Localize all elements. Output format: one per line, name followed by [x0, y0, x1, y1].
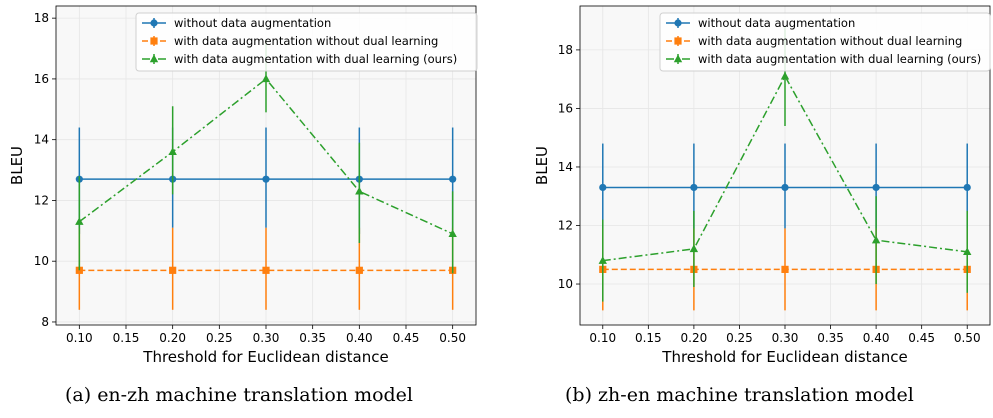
chart-panel-a: 0.10 0.15 0.20 0.25 0.30 0.35 0.40 0.45 0.50 8 10 1…: [8, 5, 478, 366]
legend-marker: [149, 54, 159, 63]
caption-b: (b) zh-en machine translation model: [565, 384, 914, 406]
y-tick-label: 12: [34, 193, 49, 207]
y-tick-label: 12: [558, 218, 573, 232]
chart-panel-b: 0.10 0.15 0.20 0.25 0.30 0.35 0.40 0.45 0.50 10 12…: [533, 5, 991, 366]
data-point: [872, 183, 880, 192]
legend-label: with data augmentation with dual learnin…: [174, 52, 457, 66]
data-point: [168, 147, 177, 156]
caption-a: (a) en-zh machine translation model: [65, 384, 414, 406]
x-tick-label: 0.20: [159, 331, 186, 345]
x-axis-label: Threshold for Euclidean distance: [661, 348, 907, 366]
legend-box: [135, 12, 478, 72]
data-point: [261, 74, 271, 83]
x-tick-label: 0.10: [589, 331, 616, 345]
legend-marker: [674, 37, 682, 45]
y-tick-label: 18: [558, 43, 573, 57]
y-tick-label: 10: [558, 277, 573, 291]
series-3: [598, 26, 972, 302]
plot-frame: [55, 5, 477, 326]
legend-marker: [674, 19, 682, 27]
data-point: [780, 71, 790, 80]
legend-marker: [150, 19, 158, 27]
data-point: [690, 183, 698, 192]
x-tick-label: 0.45: [908, 331, 935, 345]
legend-label: with data augmentation without dual lear…: [174, 34, 438, 48]
y-tick-label: 16: [34, 72, 49, 86]
data-point: [75, 217, 84, 225]
y-tick-label: 14: [34, 133, 49, 147]
legend-label: with data augmentation without dual lear…: [698, 34, 962, 48]
legend-label: without data augmentation: [174, 16, 331, 30]
legend-box: [659, 12, 991, 72]
y-axis-label: BLEU: [533, 146, 551, 185]
legend-label: with data augmentation with dual learnin…: [698, 52, 981, 66]
y-tick-label: 8: [41, 315, 49, 329]
legend: without data augmentation with data augme…: [135, 12, 478, 72]
data-point: [598, 256, 607, 264]
series-1: [599, 143, 971, 229]
x-tick-label: 0.15: [635, 331, 662, 345]
data-point: [599, 183, 607, 192]
data-point: [169, 266, 177, 274]
data-point: [262, 175, 270, 183]
x-tick-label: 0.15: [113, 331, 140, 345]
x-tick-label: 0.50: [954, 331, 981, 345]
x-tick-label: 0.35: [817, 331, 844, 345]
data-point: [355, 186, 364, 195]
x-axis-label: Threshold for Euclidean distance: [142, 348, 388, 366]
data-point: [963, 247, 972, 256]
y-axis-label: BLEU: [8, 146, 26, 185]
data-point: [781, 183, 789, 192]
x-tick-label: 0.35: [299, 331, 326, 345]
series-3: [75, 39, 457, 274]
data-point: [448, 229, 457, 238]
x-tick-label: 0.25: [206, 331, 233, 345]
data-point: [871, 235, 881, 244]
legend-marker: [150, 37, 158, 45]
y-tick-label: 18: [34, 11, 49, 25]
x-tick-label: 0.30: [253, 331, 280, 345]
x-tick-label: 0.50: [439, 331, 466, 345]
legend-marker: [673, 54, 683, 63]
legend: without data augmentation with data augme…: [659, 12, 991, 72]
plot-frame: [579, 5, 991, 326]
data-point: [963, 183, 971, 192]
data-point: [781, 265, 789, 273]
x-tick-label: 0.20: [681, 331, 708, 345]
x-tick-label: 0.25: [726, 331, 753, 345]
data-point: [262, 266, 270, 274]
y-tick-label: 16: [558, 101, 573, 115]
data-point: [355, 266, 363, 274]
x-tick-label: 0.40: [346, 331, 373, 345]
x-tick-label: 0.30: [772, 331, 799, 345]
y-tick-label: 10: [34, 254, 49, 268]
x-tick-label: 0.10: [66, 331, 93, 345]
x-tick-label: 0.40: [863, 331, 890, 345]
y-tick-label: 14: [558, 160, 573, 174]
data-point: [689, 244, 699, 253]
x-tick-label: 0.45: [393, 331, 420, 345]
legend-label: without data augmentation: [698, 16, 855, 30]
data-point: [449, 175, 457, 183]
